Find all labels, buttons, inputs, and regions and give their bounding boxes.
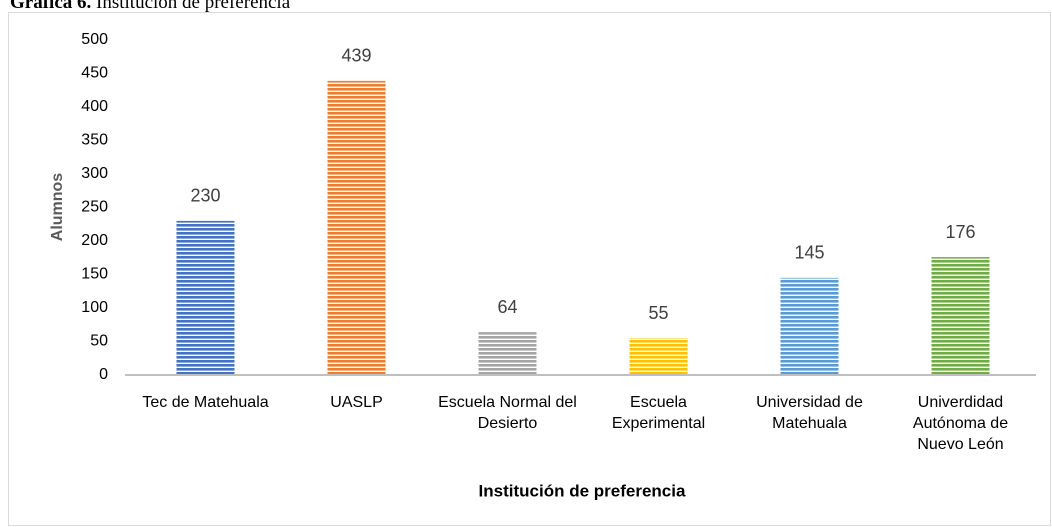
x-axis-label: Institución de preferencia xyxy=(479,481,686,500)
x-tick-label: Universidad de Matehuala xyxy=(756,394,863,432)
y-tick-label: 450 xyxy=(81,65,108,82)
y-tick-label: 200 xyxy=(81,232,108,249)
x-tick-label: Tec de Matehuala xyxy=(142,394,269,411)
value-label: 55 xyxy=(648,303,668,323)
y-tick-label: 500 xyxy=(81,31,108,48)
bar xyxy=(629,338,688,375)
x-tick-label: UASLP xyxy=(330,394,383,411)
value-label: 176 xyxy=(945,222,975,242)
bar xyxy=(478,332,537,375)
x-tick-label: Escuela Experimental xyxy=(611,394,706,432)
y-tick-label: 400 xyxy=(81,98,108,115)
value-label: 230 xyxy=(190,186,220,206)
x-tick-label: Escuela Normal del Desierto xyxy=(438,394,577,432)
y-tick-label: 300 xyxy=(81,165,108,182)
y-tick-label: 50 xyxy=(90,333,108,350)
y-axis-label: Alumnos xyxy=(49,173,66,242)
y-tick-label: 150 xyxy=(81,266,108,283)
title-block: Gráfica 6. Institución de preferencia xyxy=(10,0,290,14)
chart-border xyxy=(8,12,1051,526)
bar xyxy=(780,277,839,375)
value-label: 145 xyxy=(794,243,824,263)
x-tick-label: Univerdidad Autónoma de Nuevo León xyxy=(912,394,1009,453)
chart-title: Institución de preferencia xyxy=(96,0,291,13)
value-label: 439 xyxy=(341,46,371,66)
bar xyxy=(327,80,386,376)
bar xyxy=(931,257,990,375)
title-label: Gráfica 6. xyxy=(10,0,92,13)
y-tick-label: 350 xyxy=(81,132,108,149)
y-tick-label: 0 xyxy=(99,366,108,383)
value-label: 64 xyxy=(497,297,517,317)
bar xyxy=(176,220,235,375)
y-tick-label: 100 xyxy=(81,299,108,316)
y-tick-label: 250 xyxy=(81,199,108,216)
